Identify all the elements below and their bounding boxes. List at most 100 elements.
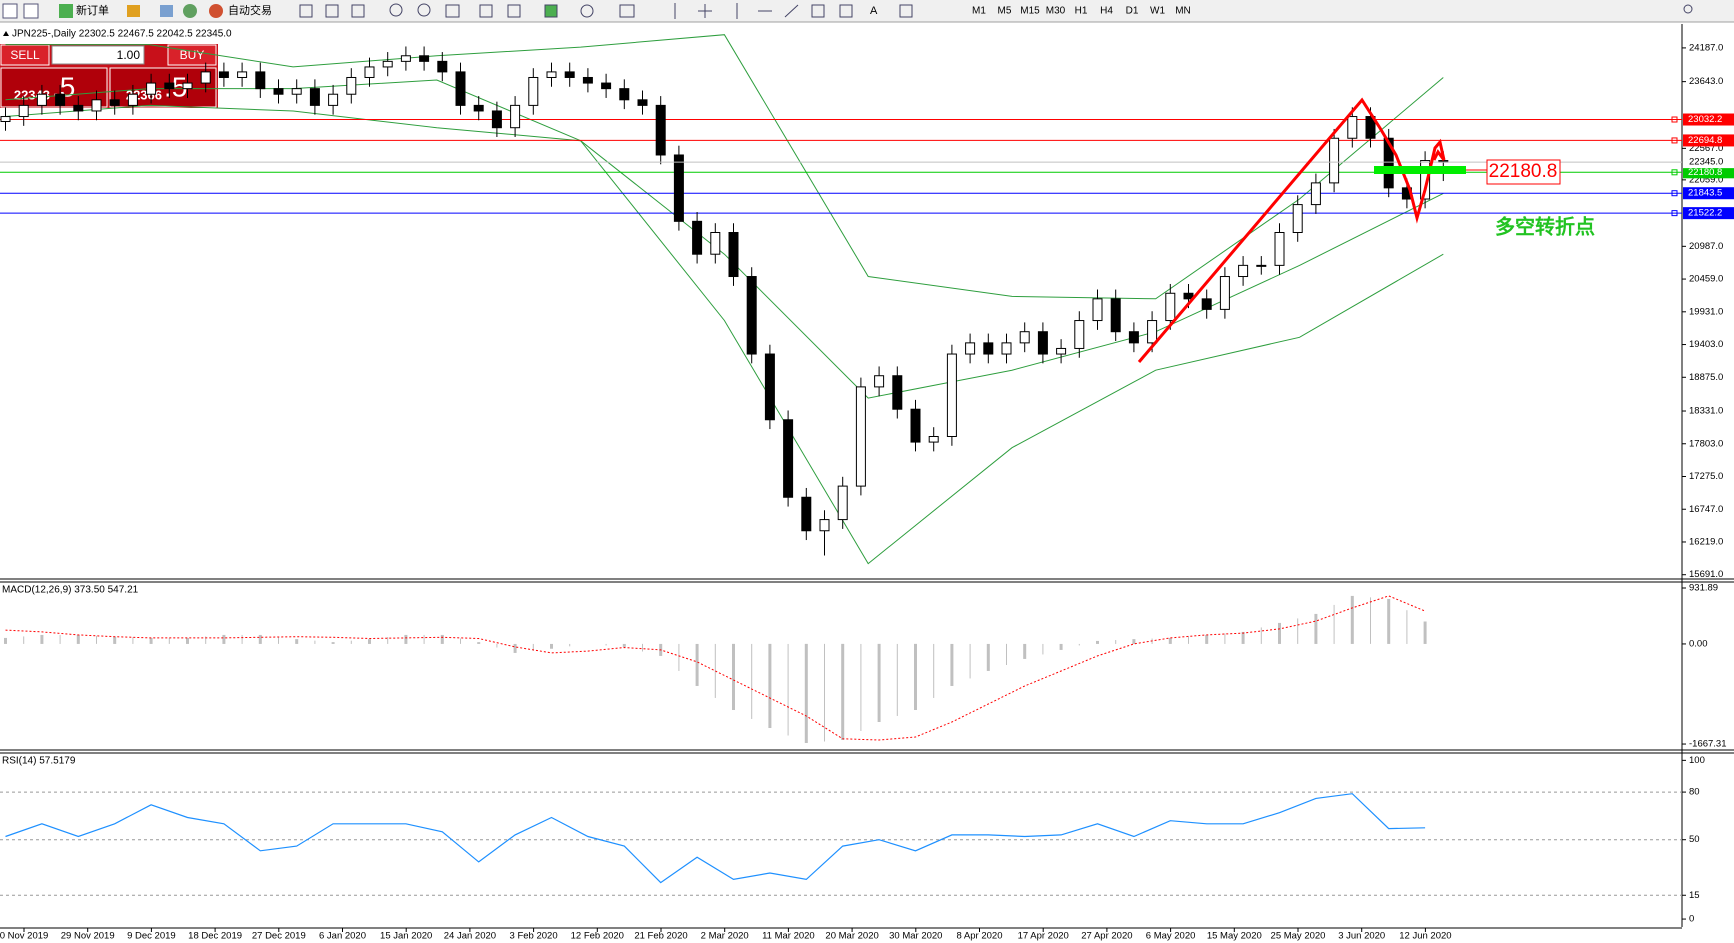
annotation-box: [1486, 159, 1561, 185]
y-tick-label: -1667.31: [1689, 739, 1727, 750]
level-label-bg: [1683, 134, 1734, 147]
zoom-in[interactable]: [389, 3, 403, 17]
ask-button[interactable]: [109, 67, 217, 108]
icon[interactable]: [839, 4, 853, 18]
candle-body: [983, 342, 994, 355]
candle-body: [582, 76, 593, 84]
auto-trading[interactable]: 自动交易: [228, 3, 272, 17]
candle-body: [1165, 292, 1176, 322]
y-tick-label: 50: [1689, 834, 1700, 845]
x-tick-label: 8 Apr 2020: [957, 931, 1003, 942]
icon[interactable]: [580, 4, 594, 18]
timeframe[interactable]: W1: [1150, 6, 1165, 17]
icon[interactable]: [445, 4, 460, 18]
candle-body: [946, 353, 957, 438]
collapse-icon[interactable]: [3, 31, 9, 36]
icon[interactable]: [183, 4, 197, 18]
bid-button[interactable]: [0, 67, 108, 108]
sell-label[interactable]: SELL: [10, 48, 40, 62]
y-tick-label: 19403.0: [1689, 339, 1723, 350]
timeframe[interactable]: H1: [1075, 6, 1088, 17]
timeframe[interactable]: MN: [1175, 6, 1191, 17]
text-tool[interactable]: A: [870, 5, 878, 17]
icon[interactable]: [479, 4, 493, 18]
timeframe[interactable]: H4: [1100, 6, 1113, 17]
level-marker: [1671, 169, 1678, 176]
candle-body: [619, 88, 630, 101]
candle-body: [73, 104, 84, 112]
candle-body: [437, 60, 448, 73]
timeframe[interactable]: M15: [1020, 6, 1040, 17]
candle-body: [273, 88, 284, 95]
icon[interactable]: [23, 3, 39, 19]
toolbar: 新订单 自动交易 A: [0, 0, 1734, 23]
one-click-panel: SELL 1.00 BUY 22343 .5 22366 .5: [0, 44, 218, 108]
icon[interactable]: [351, 4, 365, 18]
trend-annotation: [1137, 97, 1446, 363]
frames: [0, 24, 1734, 929]
buy-label[interactable]: BUY: [180, 48, 205, 62]
trendline-tool[interactable]: [784, 4, 799, 18]
candle-body: [710, 231, 721, 255]
x-tick-label: 18 Dec 2019: [188, 931, 242, 942]
candle-body: [1092, 298, 1103, 322]
x-tick-label: 3 Feb 2020: [510, 931, 558, 942]
lots-value[interactable]: 1.00: [117, 48, 141, 62]
icon[interactable]: [325, 4, 339, 18]
icon[interactable]: [299, 4, 313, 18]
auto-trading-icon[interactable]: [209, 4, 223, 18]
candle-body: [728, 231, 739, 278]
x-tick-label: 21 Feb 2020: [634, 931, 687, 942]
timeframe[interactable]: D1: [1126, 6, 1139, 17]
new-order-icon[interactable]: [59, 4, 73, 18]
x-tick-label: 6 May 2020: [1146, 931, 1196, 942]
ask-pips[interactable]: .5: [164, 71, 187, 102]
candle-body: [419, 55, 430, 62]
timeframe[interactable]: M30: [1046, 6, 1066, 17]
candle-body: [1238, 264, 1249, 278]
y-tick-label: 931.89: [1689, 583, 1718, 594]
icon[interactable]: [127, 5, 140, 17]
candle-body: [164, 82, 175, 90]
y-tick-label: 18875.0: [1689, 372, 1723, 383]
level-label: 22694.8: [1688, 135, 1722, 146]
timeframe[interactable]: M1: [972, 6, 986, 17]
candle-body: [837, 485, 848, 521]
timeframe[interactable]: M5: [998, 6, 1012, 17]
candle-body: [237, 71, 248, 78]
candle-body: [965, 342, 976, 355]
candle-body: [673, 154, 684, 222]
y-tick-label: 0: [1689, 914, 1694, 925]
icon[interactable]: [160, 5, 173, 17]
y-tick-label: 22567.0: [1689, 143, 1723, 154]
candle-body: [382, 60, 393, 68]
x-tick-label: 29 Nov 2019: [61, 931, 115, 942]
icon[interactable]: [544, 4, 558, 18]
candle-body: [1056, 347, 1067, 355]
icon[interactable]: [2, 3, 18, 19]
search-icon[interactable]: [1683, 4, 1693, 14]
icon[interactable]: [899, 4, 913, 18]
candle-body: [928, 436, 939, 443]
x-tick-label: 0 Nov 2019: [0, 931, 48, 942]
zoom-out[interactable]: [417, 3, 431, 17]
candle-body: [528, 76, 539, 106]
candle-body: [801, 496, 812, 532]
level-label-bg: [1683, 207, 1734, 220]
icon[interactable]: [811, 4, 825, 18]
candle-body: [1365, 116, 1376, 139]
macd-signal: [5, 595, 1426, 741]
x-tick-label: 6 Jan 2020: [319, 931, 366, 942]
candle-body: [309, 88, 320, 106]
candle-body: [328, 93, 339, 106]
icon[interactable]: [507, 4, 521, 18]
new-order[interactable]: 新订单: [76, 3, 109, 17]
candle-body: [200, 71, 211, 84]
macd-title: MACD(12,26,9) 373.50 547.21: [2, 585, 139, 596]
icon[interactable]: [619, 4, 635, 18]
lots-input[interactable]: [51, 45, 145, 65]
plot: 24187.0 23643.0 22567.0 22059.0 20987.0 20459…: [0, 34, 1734, 942]
x-tick-label: 27 Dec 2019: [252, 931, 306, 942]
candle-body: [127, 93, 138, 106]
